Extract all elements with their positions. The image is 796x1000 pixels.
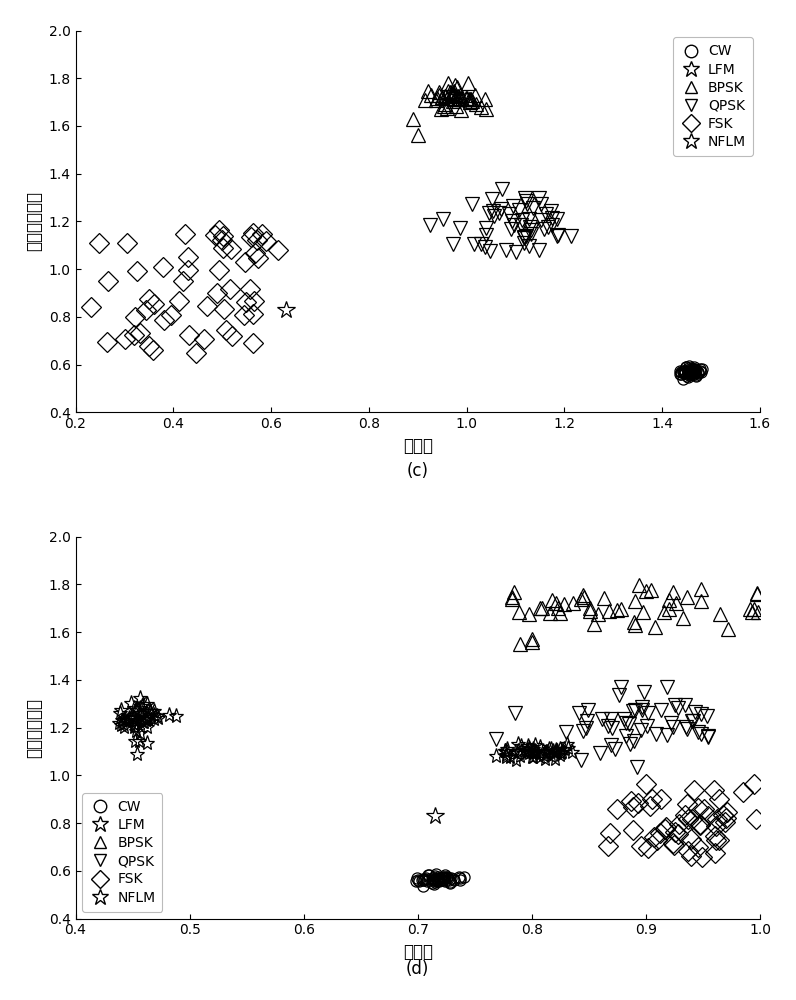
X-axis label: 样本熵: 样本熵 [403,437,433,455]
Y-axis label: 归一化能量熵: 归一化能量熵 [25,191,43,251]
Legend: CW, LFM, BPSK, QPSK, FSK, NFLM: CW, LFM, BPSK, QPSK, FSK, NFLM [83,793,162,912]
Text: (d): (d) [406,960,429,978]
Legend: CW, LFM, BPSK, QPSK, FSK, NFLM: CW, LFM, BPSK, QPSK, FSK, NFLM [673,37,753,156]
Y-axis label: 归一化能量熵: 归一化能量熵 [25,698,43,758]
X-axis label: 模糊熵: 模糊熵 [403,943,433,961]
Text: (c): (c) [407,462,429,480]
